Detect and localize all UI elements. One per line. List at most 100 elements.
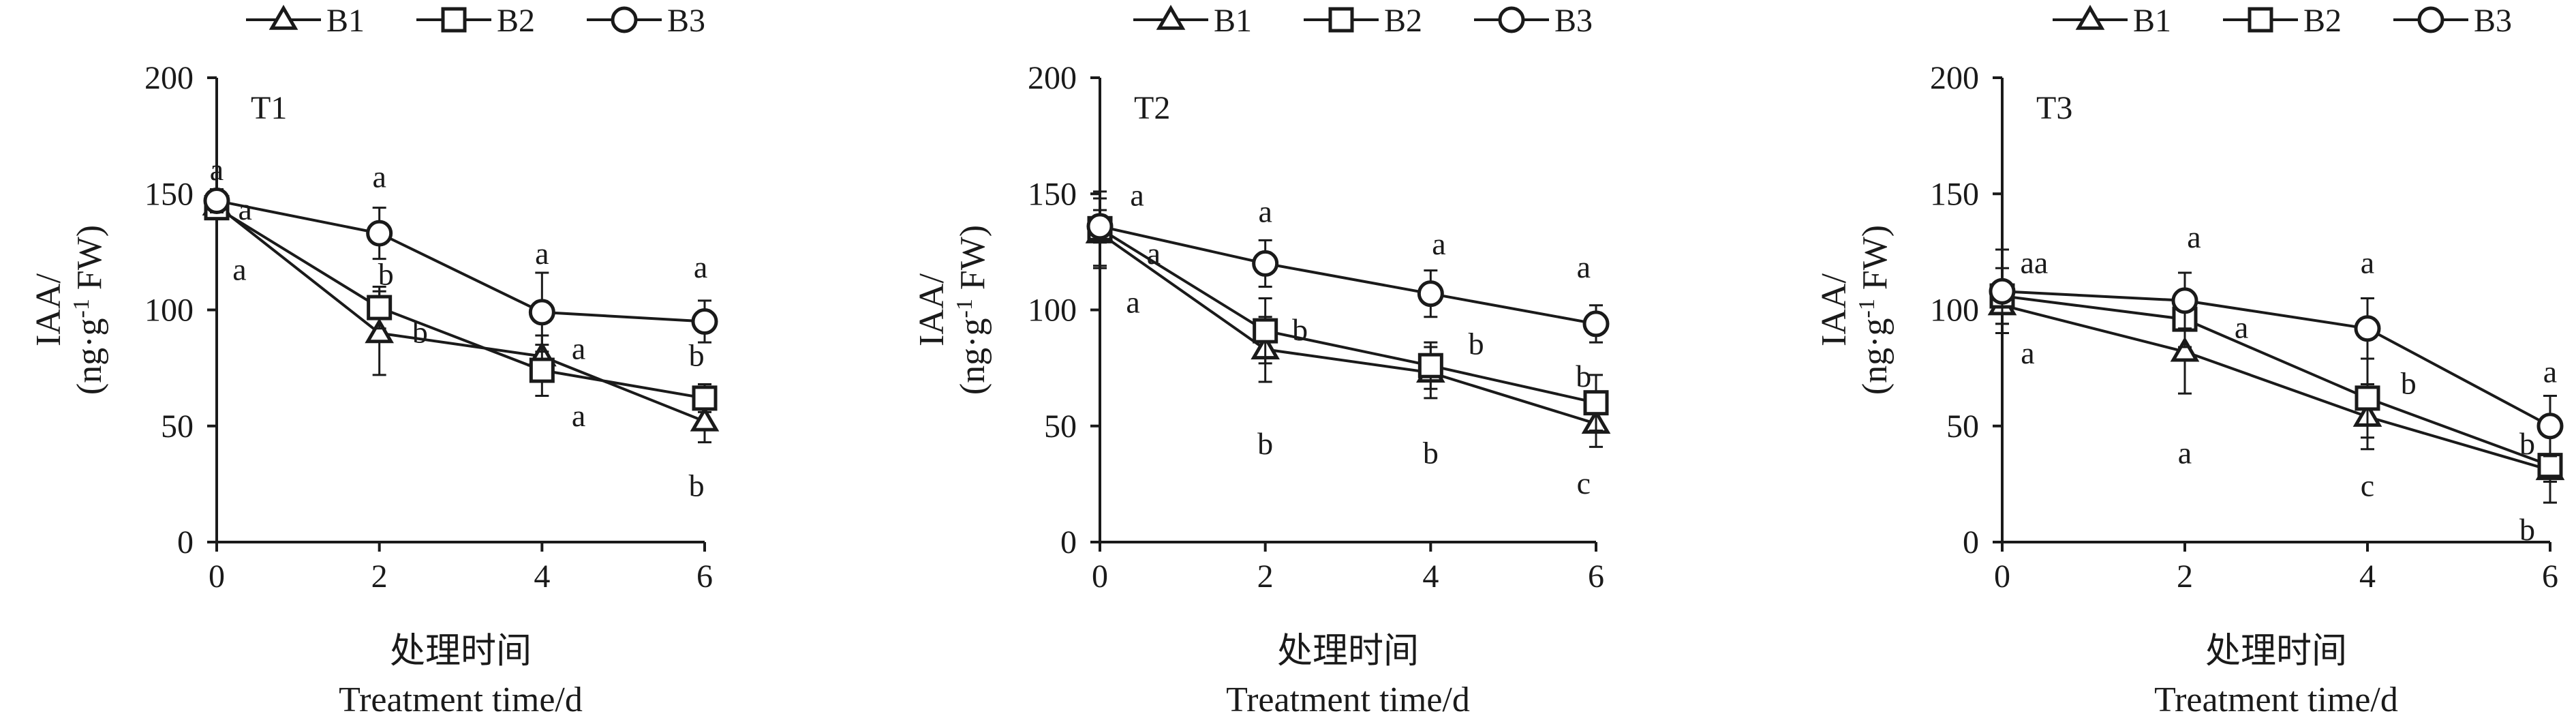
y-tick-label: 50 xyxy=(1946,408,1979,445)
significance-letter: aa xyxy=(2020,245,2048,280)
x-tick-label: 6 xyxy=(2542,558,2558,595)
significance-letter: b xyxy=(1423,436,1439,470)
significance-letter: b xyxy=(1469,327,1484,361)
y-tick-label: 100 xyxy=(144,293,194,329)
data-point-b3 xyxy=(1417,280,1444,308)
x-tick-label: 4 xyxy=(534,558,550,595)
significance-letter: b xyxy=(1576,359,1591,393)
y-axis-label-line2: (ng·g-1 FW) xyxy=(1854,225,1895,395)
significance-letter: a xyxy=(232,252,246,287)
y-axis-label-line1: IAA/ xyxy=(913,273,951,346)
x-tick-label: 2 xyxy=(371,558,388,595)
legend-label-b1: B1 xyxy=(2133,3,2171,39)
significance-letter: a xyxy=(1577,250,1591,284)
legend-marker-b3 xyxy=(1498,6,1525,33)
series-line-b2 xyxy=(215,206,705,400)
legend-marker-b2 xyxy=(2248,7,2273,33)
significance-letter: a xyxy=(2187,220,2201,254)
significance-letter: b xyxy=(2519,512,2535,547)
data-point-b1 xyxy=(2170,336,2200,362)
y-tick-label: 150 xyxy=(1930,176,1979,212)
significance-letter: a xyxy=(1130,178,1144,213)
legend-marker-b3 xyxy=(611,6,638,33)
y-axis-label-line1: IAA/ xyxy=(1815,273,1854,346)
legend-label-b2: B2 xyxy=(497,3,535,39)
legend-label-b3: B3 xyxy=(2474,3,2512,39)
y-axis-label-line1: IAA/ xyxy=(29,273,68,346)
legend-marker-b1 xyxy=(2075,5,2105,30)
x-tick-label: 6 xyxy=(696,558,713,595)
y-tick-label: 0 xyxy=(1963,524,1979,560)
series-line-b3 xyxy=(1099,224,1597,325)
series-b3 xyxy=(1086,209,1610,344)
y-axis-unit-sup: -1 xyxy=(952,299,977,318)
legend-marker-b1 xyxy=(1156,5,1186,30)
data-point-b3 xyxy=(1582,310,1610,338)
y-axis-unit-main: (ng·g xyxy=(1856,318,1895,395)
x-tick-label: 2 xyxy=(2177,558,2193,595)
significance-letter: b xyxy=(1292,312,1308,347)
y-axis-unit-end: FW) xyxy=(1856,225,1895,299)
significance-letter: c xyxy=(1577,466,1591,500)
y-axis-unit-end: FW) xyxy=(70,225,109,299)
series-line-b3 xyxy=(2002,290,2551,428)
significance-letter: a xyxy=(2021,335,2034,370)
series-b1 xyxy=(1085,197,1611,448)
data-point-b2 xyxy=(692,385,718,411)
legend-marker-b2 xyxy=(1328,7,1354,33)
data-point-b2 xyxy=(2355,385,2380,411)
y-axis-unit-main: (ng·g xyxy=(70,318,109,395)
chart-panel-t1: 0 50 100 150 200 0 2 4 6 T1 处理时间 Treatment time/d IA… xyxy=(29,3,720,718)
series-line-b1 xyxy=(215,204,705,423)
data-point-b1 xyxy=(690,406,720,432)
legend-marker-b1 xyxy=(269,5,298,30)
y-tick-label: 200 xyxy=(1028,60,1077,96)
x-tick-label: 0 xyxy=(1994,558,2010,595)
data-point-b3 xyxy=(203,187,230,214)
data-point-b3 xyxy=(2354,315,2381,342)
significance-letter: a xyxy=(1126,284,1139,319)
significance-letter: a xyxy=(572,398,585,433)
y-axis-unit-sup: -1 xyxy=(69,299,94,318)
significance-letter: a xyxy=(535,236,549,271)
x-tick-label: 0 xyxy=(209,558,225,595)
y-tick-label: 200 xyxy=(1930,60,1979,96)
series-line-b1 xyxy=(2002,303,2551,472)
y-axis-label-line2: (ng·g-1 FW) xyxy=(952,225,993,395)
significance-letter: b xyxy=(378,256,394,291)
data-point-b3 xyxy=(366,220,393,247)
significance-letter: b xyxy=(412,315,428,350)
legend: B1 B2 B3 xyxy=(246,3,705,39)
x-tick-label: 6 xyxy=(1588,558,1604,595)
data-point-b3 xyxy=(1252,250,1279,277)
x-axis-label-en: Treatment time/d xyxy=(1226,680,1470,718)
legend: B1 B2 B3 xyxy=(2053,3,2512,39)
legend-marker-b2 xyxy=(441,7,467,33)
significance-letter: b xyxy=(689,338,705,373)
chart-panel-t3: 0 50 100 150 200 0 2 4 6 T3 处理时间 Treatment time/d IA… xyxy=(1815,3,2565,718)
y-tick-label: 150 xyxy=(1028,176,1077,212)
significance-letter: a xyxy=(372,159,386,194)
significance-letter: a xyxy=(2543,354,2557,389)
data-point-b3 xyxy=(691,308,718,335)
data-point-b2 xyxy=(1583,390,1609,416)
y-axis-unit-end: FW) xyxy=(953,225,992,299)
series-line-b2 xyxy=(1099,227,1597,404)
significance-letter: b xyxy=(2519,426,2535,461)
legend: B1 B2 B3 xyxy=(1133,3,1593,39)
series-b2 xyxy=(204,195,718,413)
significance-letter: a xyxy=(1258,194,1272,228)
data-point-b2 xyxy=(1253,318,1278,344)
data-point-b2 xyxy=(367,295,393,320)
y-tick-label: 50 xyxy=(161,408,194,445)
series-b1 xyxy=(1987,285,2565,483)
significance-letter: a xyxy=(572,331,585,365)
series-line-b2 xyxy=(2002,295,2551,467)
legend-label-b2: B2 xyxy=(1384,3,1422,39)
significance-letter: a xyxy=(2235,310,2248,345)
y-tick-label: 100 xyxy=(1028,293,1077,329)
y-tick-label: 100 xyxy=(1930,293,1979,329)
data-point-b3 xyxy=(2536,413,2564,440)
significance-letter: c xyxy=(2361,468,2374,503)
legend-label-b3: B3 xyxy=(1554,3,1593,39)
